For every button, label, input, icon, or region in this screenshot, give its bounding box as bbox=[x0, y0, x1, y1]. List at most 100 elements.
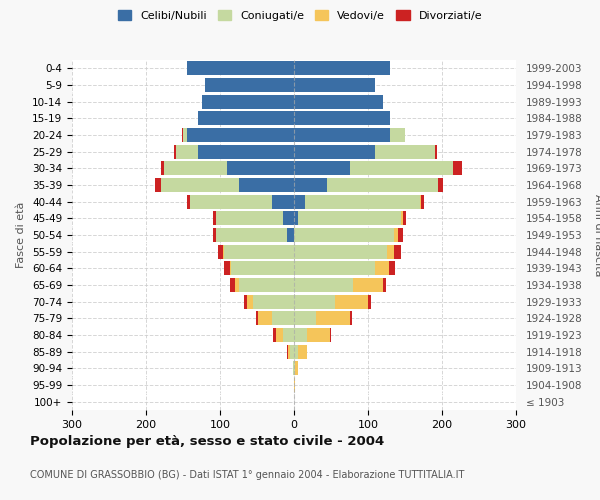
Bar bbox=[294, 378, 295, 392]
Bar bbox=[155, 178, 161, 192]
Bar bbox=[212, 211, 217, 226]
Bar bbox=[212, 228, 217, 242]
Bar bbox=[398, 228, 403, 242]
Bar bbox=[273, 328, 275, 342]
Bar bbox=[294, 62, 390, 76]
Bar bbox=[283, 328, 294, 342]
Bar bbox=[198, 144, 294, 159]
Bar bbox=[217, 211, 283, 226]
Bar bbox=[217, 228, 287, 242]
Bar bbox=[253, 294, 294, 308]
Bar bbox=[294, 112, 390, 126]
Bar bbox=[353, 278, 383, 292]
Bar bbox=[294, 194, 305, 209]
Bar bbox=[239, 278, 294, 292]
Bar bbox=[190, 194, 272, 209]
Bar bbox=[161, 178, 239, 192]
Bar bbox=[294, 144, 376, 159]
Bar bbox=[294, 294, 335, 308]
Bar bbox=[202, 94, 294, 109]
Bar bbox=[298, 211, 401, 226]
Bar bbox=[453, 162, 462, 175]
Bar bbox=[176, 144, 198, 159]
Bar bbox=[294, 228, 394, 242]
Bar bbox=[230, 278, 235, 292]
Bar bbox=[294, 211, 298, 226]
Bar bbox=[164, 162, 227, 175]
Bar bbox=[287, 228, 294, 242]
Bar bbox=[294, 361, 295, 376]
Legend: Celibi/Nubili, Coniugati/e, Vedovi/e, Divorziati/e: Celibi/Nubili, Coniugati/e, Vedovi/e, Di… bbox=[113, 6, 487, 25]
Bar bbox=[223, 244, 224, 259]
Bar bbox=[294, 278, 353, 292]
Bar bbox=[183, 128, 187, 142]
Bar bbox=[224, 261, 230, 276]
Bar bbox=[394, 228, 398, 242]
Bar bbox=[294, 344, 298, 359]
Y-axis label: Anni di nascita: Anni di nascita bbox=[593, 194, 600, 276]
Bar bbox=[230, 261, 231, 276]
Bar bbox=[182, 128, 183, 142]
Bar bbox=[368, 294, 371, 308]
Bar bbox=[293, 361, 294, 376]
Bar bbox=[161, 162, 164, 175]
Bar bbox=[350, 311, 352, 326]
Bar bbox=[231, 261, 294, 276]
Bar bbox=[235, 278, 239, 292]
Bar bbox=[350, 162, 453, 175]
Bar bbox=[259, 311, 272, 326]
Bar bbox=[272, 194, 294, 209]
Bar bbox=[294, 328, 307, 342]
Bar bbox=[305, 194, 420, 209]
Bar bbox=[390, 128, 405, 142]
Bar bbox=[389, 261, 395, 276]
Bar bbox=[401, 211, 403, 226]
Bar bbox=[283, 211, 294, 226]
Bar bbox=[386, 244, 394, 259]
Bar bbox=[329, 328, 331, 342]
Bar bbox=[294, 128, 390, 142]
Bar bbox=[198, 112, 294, 126]
Bar bbox=[307, 328, 329, 342]
Bar bbox=[376, 144, 434, 159]
Text: COMUNE DI GRASSOBBIO (BG) - Dati ISTAT 1° gennaio 2004 - Elaborazione TUTTITALIA: COMUNE DI GRASSOBBIO (BG) - Dati ISTAT 1… bbox=[30, 470, 464, 480]
Bar bbox=[294, 94, 383, 109]
Bar bbox=[275, 328, 283, 342]
Y-axis label: Fasce di età: Fasce di età bbox=[16, 202, 26, 268]
Bar bbox=[224, 244, 294, 259]
Text: Popolazione per età, sesso e stato civile - 2004: Popolazione per età, sesso e stato civil… bbox=[30, 435, 384, 448]
Bar bbox=[294, 78, 376, 92]
Bar bbox=[239, 178, 294, 192]
Bar bbox=[403, 211, 406, 226]
Bar bbox=[247, 294, 253, 308]
Bar bbox=[420, 194, 421, 209]
Bar bbox=[244, 294, 247, 308]
Bar bbox=[294, 178, 328, 192]
Bar bbox=[288, 344, 290, 359]
Bar bbox=[287, 344, 288, 359]
Bar bbox=[328, 178, 439, 192]
Bar bbox=[376, 261, 389, 276]
Bar bbox=[218, 244, 223, 259]
Bar bbox=[294, 244, 386, 259]
Bar bbox=[294, 162, 350, 175]
Bar bbox=[256, 311, 259, 326]
Bar bbox=[295, 361, 298, 376]
Bar bbox=[174, 144, 176, 159]
Bar bbox=[294, 261, 376, 276]
Bar bbox=[335, 294, 368, 308]
Bar bbox=[187, 62, 294, 76]
Bar bbox=[316, 311, 350, 326]
Bar bbox=[439, 178, 443, 192]
Bar bbox=[290, 344, 294, 359]
Bar bbox=[187, 128, 294, 142]
Bar bbox=[294, 311, 316, 326]
Bar bbox=[298, 344, 307, 359]
Bar bbox=[434, 144, 437, 159]
Bar bbox=[187, 194, 190, 209]
Bar bbox=[272, 311, 294, 326]
Bar bbox=[383, 278, 386, 292]
Bar bbox=[394, 244, 401, 259]
Bar bbox=[227, 162, 294, 175]
Bar bbox=[205, 78, 294, 92]
